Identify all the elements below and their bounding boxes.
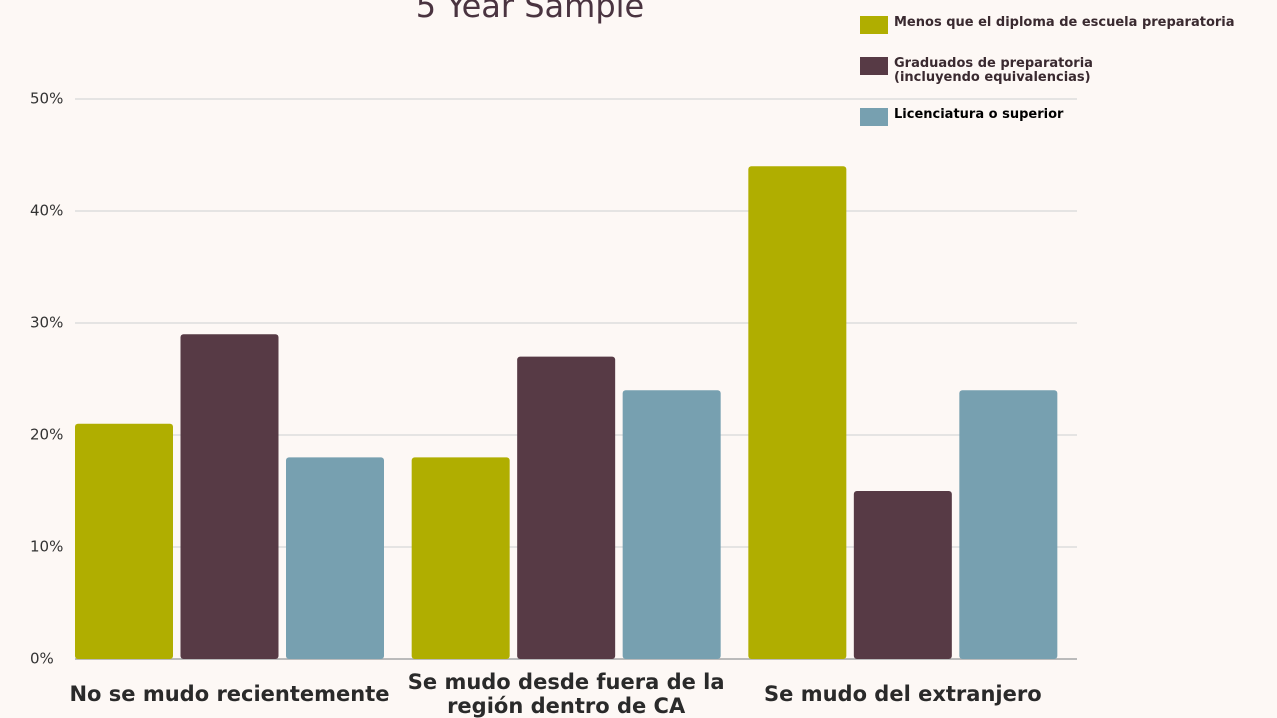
bar — [959, 390, 1058, 659]
bar — [853, 491, 952, 659]
bar — [286, 457, 384, 659]
x-tick-label: No se mudo recientemente — [69, 682, 390, 706]
bar — [622, 390, 721, 659]
bar — [180, 334, 279, 659]
y-tick-label: 40% — [30, 202, 63, 220]
bar — [411, 457, 510, 659]
legend-item: Licenciatura o superior — [860, 108, 1274, 126]
legend-label: Menos que el diploma de escuela preparat… — [894, 15, 1235, 30]
legend-swatch — [860, 57, 888, 75]
legend-swatch — [860, 108, 888, 126]
x-tick-label: Se mudo desde fuera de la región dentro … — [407, 670, 725, 718]
y-tick-label: 50% — [30, 90, 63, 108]
x-tick-label: Se mudo del extranjero — [764, 682, 1042, 706]
y-tick-label: 20% — [30, 426, 63, 444]
y-tick-label: 30% — [30, 314, 63, 332]
y-tick-label: 10% — [30, 538, 63, 556]
legend-item: Menos que el diploma de escuela preparat… — [860, 16, 1274, 34]
bar — [517, 356, 616, 659]
legend-label: Graduados de preparatoria (incluyendo eq… — [894, 56, 1093, 85]
y-tick-label: 0% — [30, 650, 54, 668]
legend-item: Graduados de preparatoria (incluyendo eq… — [860, 57, 1124, 85]
bar — [75, 423, 173, 659]
chart-title: 5 Year Sample — [416, 0, 644, 25]
legend-swatch — [860, 16, 888, 34]
legend-label: Licenciatura o superior — [894, 107, 1064, 122]
bar — [748, 166, 847, 659]
